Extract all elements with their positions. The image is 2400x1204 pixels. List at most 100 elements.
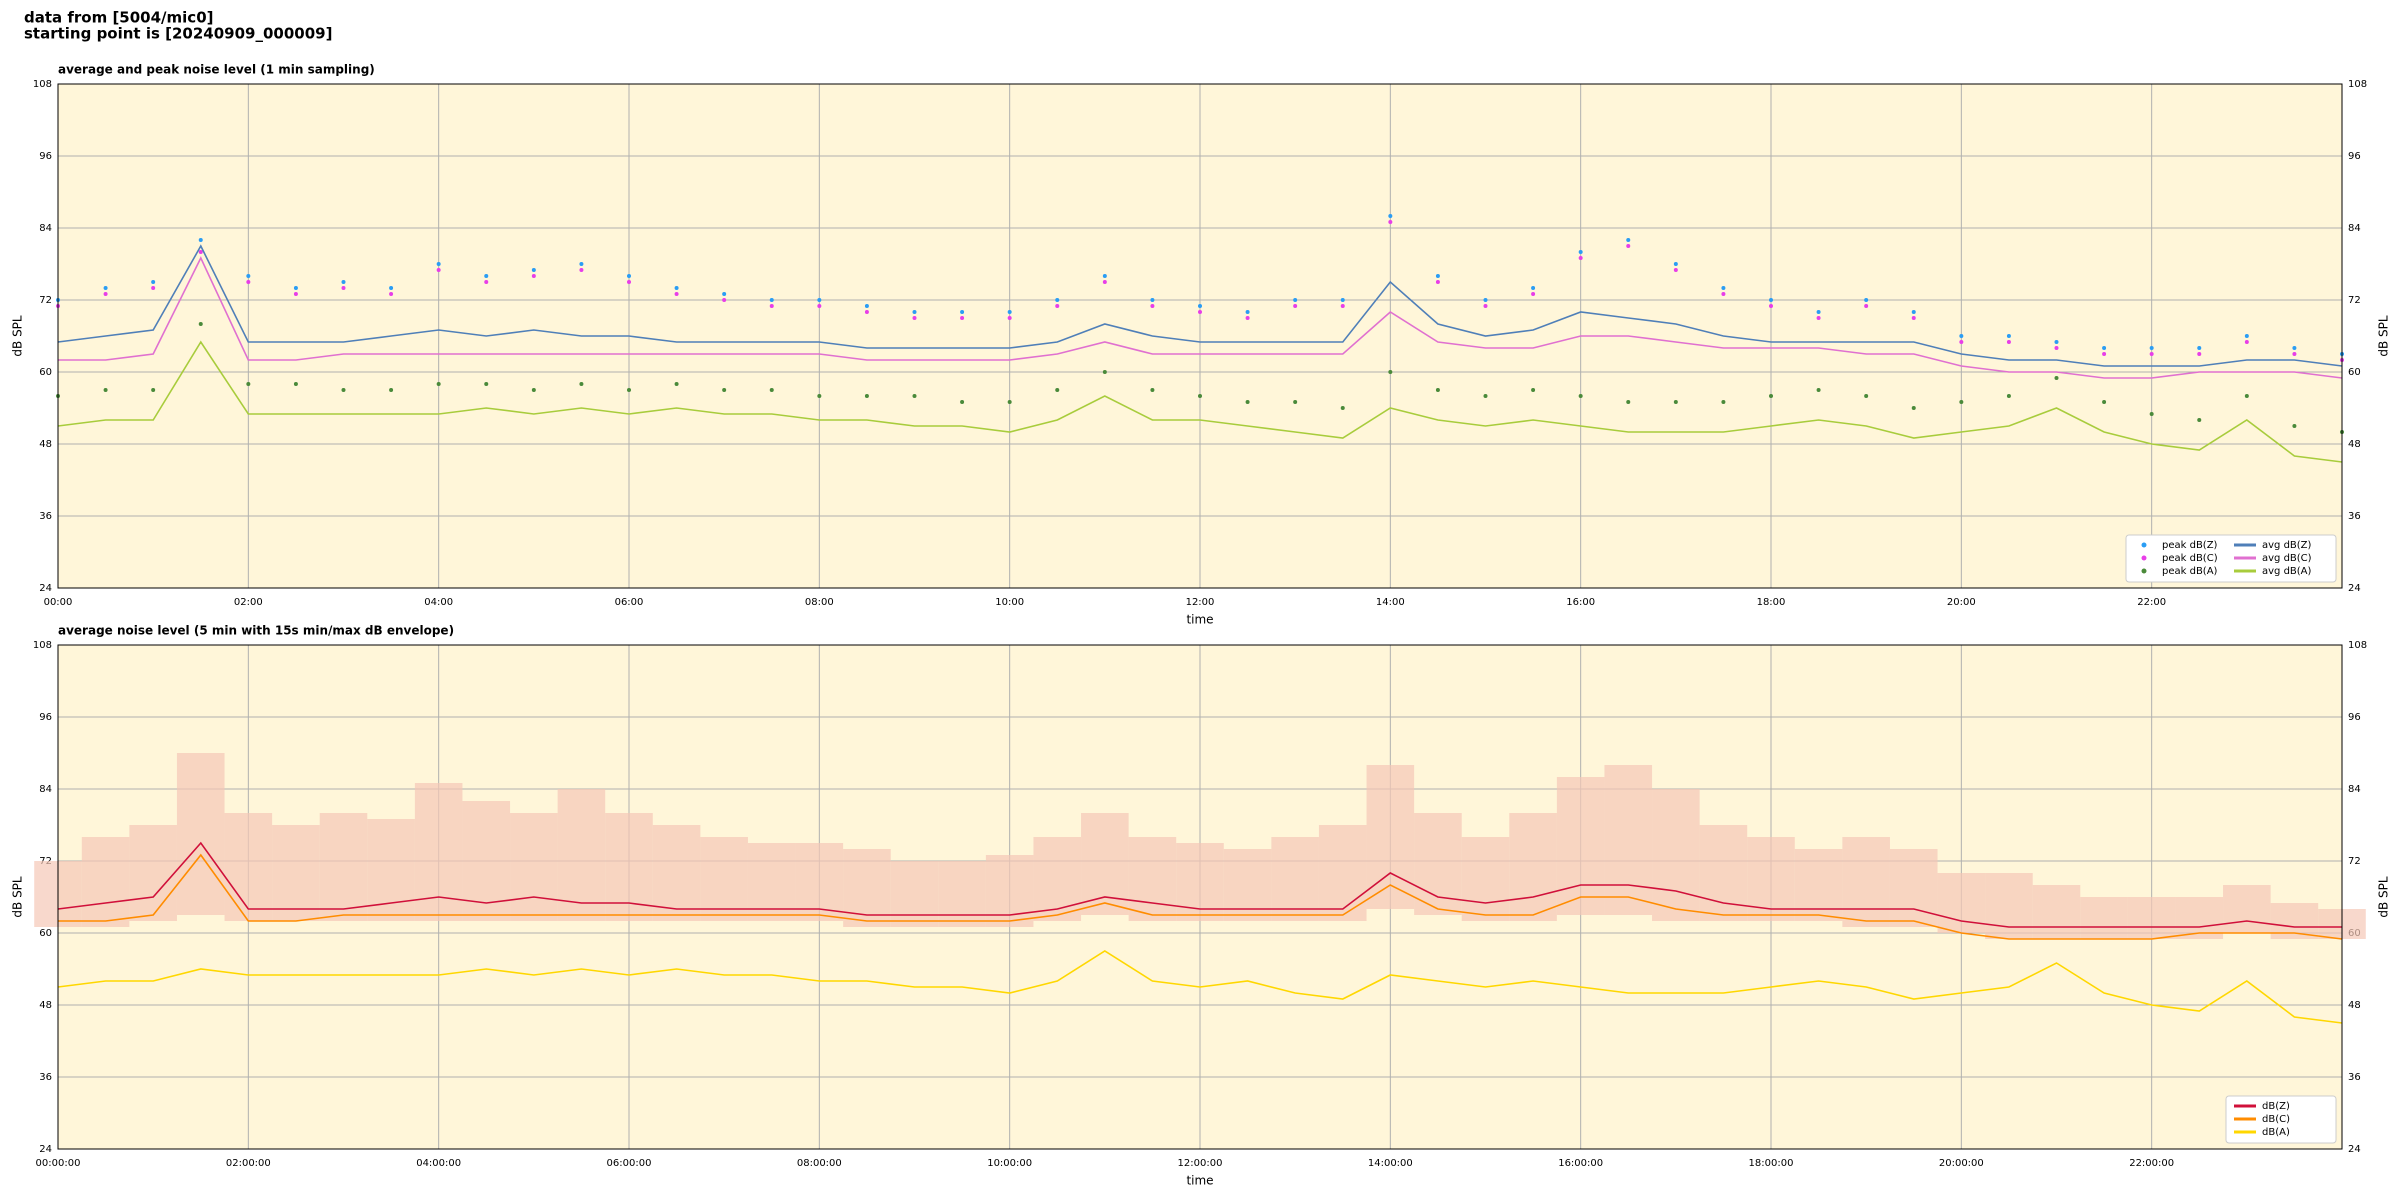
peak-point (1007, 310, 1012, 314)
envelope-band (1033, 837, 1082, 921)
legend-label: dB(A) (2262, 1127, 2290, 1138)
y-tick-label: 96 (2348, 151, 2361, 162)
peak-point (2244, 340, 2249, 344)
peak-point (1816, 316, 1821, 320)
peak-point (341, 286, 346, 290)
peak-point (198, 238, 203, 242)
peak-point (2149, 412, 2154, 416)
peak-point (151, 286, 156, 290)
legend-label: dB(Z) (2262, 1101, 2290, 1112)
x-tick-label: 10:00:00 (987, 1158, 1032, 1169)
y-tick-label: 96 (2348, 712, 2361, 723)
envelope-band (1842, 837, 1890, 927)
legend-marker (2141, 555, 2147, 561)
header-line: data from [5004/mic0] (24, 9, 214, 27)
envelope-band (319, 813, 368, 921)
envelope-band (2223, 885, 2271, 933)
y-tick-label: 96 (39, 712, 52, 723)
peak-point (2197, 346, 2202, 350)
y-tick-label: 84 (2348, 784, 2361, 795)
envelope-band (795, 843, 844, 921)
peak-point (1864, 394, 1869, 398)
y-tick-label: 72 (2348, 856, 2361, 867)
envelope-band (2175, 897, 2224, 939)
y-tick-label: 36 (39, 1072, 52, 1083)
peak-point (1007, 400, 1012, 404)
y-axis-label: dB SPL (11, 876, 25, 918)
envelope-band (843, 849, 891, 927)
x-tick-label: 20:00 (1947, 597, 1976, 608)
series-line (57, 950, 2343, 1024)
x-tick-label: 18:00:00 (1749, 1158, 1794, 1169)
peak-point (389, 286, 394, 290)
x-tick-label: 16:00:00 (1558, 1158, 1603, 1169)
x-tick-label: 00:00 (44, 597, 73, 608)
envelope-band (1318, 825, 1367, 921)
peak-point (2054, 376, 2059, 380)
envelope-band (1889, 849, 1938, 927)
peak-point (1673, 262, 1678, 266)
peak-point (531, 388, 536, 392)
peak-point (1388, 370, 1393, 374)
legend-marker (2141, 542, 2147, 548)
x-tick-label: 02:00:00 (226, 1158, 271, 1169)
peak-point (2054, 340, 2059, 344)
peak-point (722, 388, 727, 392)
peak-point (103, 292, 108, 296)
envelope-band (1223, 849, 1272, 921)
envelope-band (1556, 777, 1605, 915)
peak-point (1531, 286, 1536, 290)
y-tick-label: 48 (2348, 1000, 2361, 1011)
y-tick-label: 36 (39, 511, 52, 522)
envelope-band (1461, 837, 1510, 921)
peak-point (1102, 370, 1107, 374)
legend-label: peak dB(A) (2162, 566, 2218, 577)
y-tick-label: 48 (39, 1000, 52, 1011)
peak-point (484, 382, 489, 386)
peak-point (1055, 388, 1060, 392)
peak-point (1198, 394, 1202, 398)
y-tick-label: 60 (2348, 367, 2361, 378)
plot-frame (57, 83, 2343, 589)
envelope-band (938, 861, 986, 927)
peak-point (1721, 286, 1726, 290)
peak-point (1959, 400, 1964, 404)
envelope-band (557, 789, 606, 921)
peak-point (1578, 394, 1583, 398)
y-tick-label: 60 (39, 367, 52, 378)
envelope-band (1699, 825, 1748, 921)
envelope-band (224, 813, 273, 921)
peak-point (1911, 316, 1916, 320)
header-line: starting point is [20240909_000009] (24, 25, 332, 43)
y-tick-label: 48 (39, 439, 52, 450)
peak-point (1293, 304, 1298, 308)
peak-point (293, 382, 298, 386)
series-line (57, 841, 2342, 928)
peak-point (1578, 250, 1583, 254)
peak-point (1911, 310, 1916, 314)
peak-point (1483, 394, 1488, 398)
peak-point (2006, 394, 2011, 398)
envelope-band (2080, 897, 2128, 939)
peak-point (2102, 346, 2107, 350)
x-tick-label: 06:00:00 (607, 1158, 652, 1169)
legend-box (2125, 534, 2337, 583)
plot-frame (57, 644, 2343, 1150)
legend-label: avg dB(A) (2262, 566, 2312, 577)
peak-point (2244, 334, 2249, 338)
envelope-band (985, 855, 1034, 927)
peak-point (389, 388, 394, 392)
peak-point (674, 382, 679, 386)
peak-point (1007, 316, 1012, 320)
legend-label: avg dB(C) (2262, 553, 2312, 564)
peak-point (1531, 292, 1536, 296)
envelope-band (1081, 813, 1129, 915)
peak-point (1245, 400, 1250, 404)
peak-point (1816, 310, 1821, 314)
peak-point (1673, 268, 1678, 272)
envelope-band (2032, 885, 2081, 939)
peak-point (579, 262, 584, 266)
peak-point (2197, 352, 2202, 356)
envelope-band (1366, 765, 1415, 909)
